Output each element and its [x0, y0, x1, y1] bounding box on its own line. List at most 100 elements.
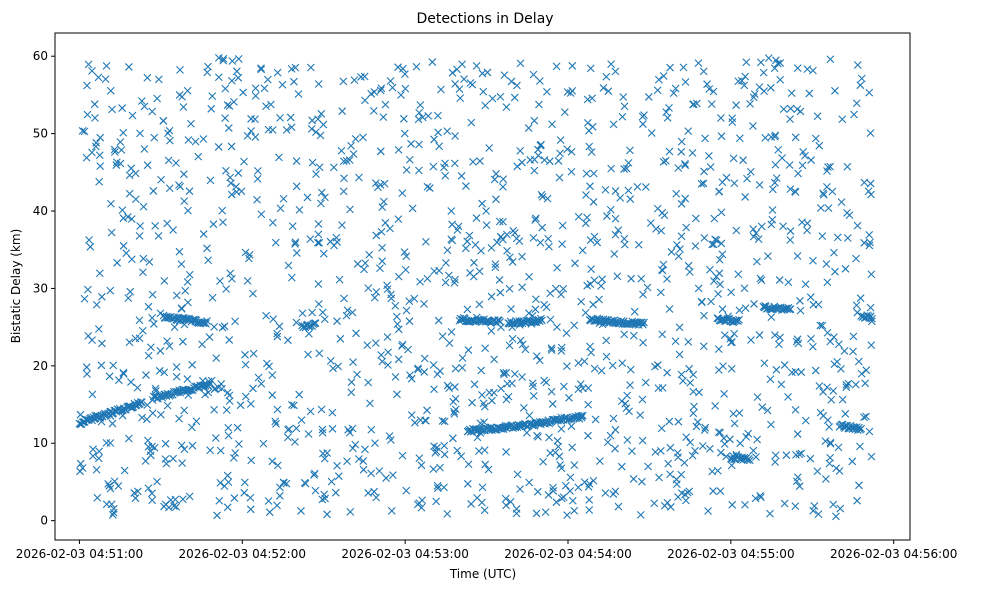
data-point — [434, 111, 442, 120]
data-point — [711, 235, 720, 244]
data-point — [102, 500, 111, 509]
data-point — [348, 308, 357, 317]
data-point — [253, 166, 262, 175]
data-point — [222, 406, 231, 414]
data-point — [447, 207, 456, 215]
data-point — [586, 182, 594, 191]
data-point — [867, 270, 876, 279]
data-point — [611, 425, 620, 434]
data-point — [519, 403, 528, 412]
data-point — [843, 162, 852, 171]
data-point — [393, 390, 401, 399]
data-point — [304, 430, 313, 438]
data-point — [292, 182, 301, 191]
data-point — [525, 411, 534, 420]
data-point — [851, 380, 860, 389]
data-point — [630, 307, 639, 316]
data-point — [110, 145, 119, 154]
data-point — [367, 425, 376, 434]
data-point — [500, 370, 508, 379]
data-point — [756, 491, 765, 500]
data-point — [225, 397, 234, 405]
data-point — [854, 357, 863, 366]
data-point — [728, 118, 737, 127]
data-point — [570, 461, 579, 469]
data-point — [343, 306, 352, 315]
data-point — [92, 300, 101, 309]
data-point — [240, 157, 248, 166]
data-point — [689, 409, 698, 418]
data-point — [823, 328, 832, 337]
data-point — [429, 361, 438, 369]
data-point — [226, 179, 235, 188]
data-point — [534, 145, 542, 154]
data-point — [480, 446, 489, 455]
data-point — [119, 368, 128, 377]
data-point — [701, 423, 710, 432]
data-point — [361, 96, 369, 105]
data-point — [223, 388, 232, 397]
data-point — [312, 128, 320, 136]
data-point — [220, 482, 229, 491]
data-point — [178, 337, 187, 346]
data-point — [529, 382, 538, 391]
data-point — [518, 340, 527, 349]
data-point — [857, 369, 866, 378]
data-point — [467, 118, 476, 127]
data-point — [320, 454, 329, 463]
data-point — [548, 120, 556, 129]
data-point — [638, 436, 647, 445]
data-point — [488, 94, 497, 103]
data-point — [534, 151, 543, 160]
data-point — [843, 234, 852, 242]
data-point — [806, 293, 815, 302]
data-point — [734, 270, 743, 279]
y-tick-label: 0 — [40, 514, 48, 528]
data-point — [342, 157, 351, 165]
data-point — [306, 63, 315, 72]
data-point — [317, 188, 326, 197]
data-point — [830, 333, 838, 342]
data-point — [558, 221, 567, 230]
data-point — [415, 140, 423, 149]
data-point — [568, 61, 577, 70]
data-point — [308, 116, 317, 125]
data-point — [175, 247, 184, 256]
data-point — [273, 332, 282, 341]
data-point — [188, 441, 197, 450]
data-point — [163, 401, 172, 410]
data-point — [173, 316, 182, 325]
data-point — [346, 507, 355, 516]
data-point — [340, 294, 348, 303]
data-point — [695, 388, 703, 397]
data-point — [786, 115, 794, 124]
data-point — [602, 336, 611, 345]
data-point — [545, 157, 554, 166]
data-point — [156, 410, 165, 419]
data-point — [470, 258, 478, 267]
data-point — [682, 223, 691, 232]
data-point — [137, 398, 146, 406]
data-point — [351, 440, 360, 449]
data-point — [276, 204, 285, 213]
data-point — [674, 453, 682, 462]
data-point — [448, 220, 457, 229]
data-point — [268, 371, 277, 380]
data-point — [130, 489, 139, 497]
y-tick-label: 20 — [33, 359, 48, 373]
data-point — [445, 384, 453, 393]
data-point — [754, 235, 763, 244]
data-point — [741, 304, 750, 312]
data-point — [476, 157, 484, 165]
data-point — [398, 189, 407, 197]
data-point — [491, 260, 500, 269]
data-point — [502, 448, 510, 456]
data-point — [795, 482, 804, 491]
data-point — [658, 330, 667, 339]
data-point — [151, 384, 160, 393]
x-tick-label: 2026-02-03 04:54:00 — [504, 547, 631, 561]
data-point — [767, 420, 775, 429]
data-point — [257, 64, 265, 72]
data-point — [850, 110, 858, 119]
data-point — [116, 138, 125, 146]
